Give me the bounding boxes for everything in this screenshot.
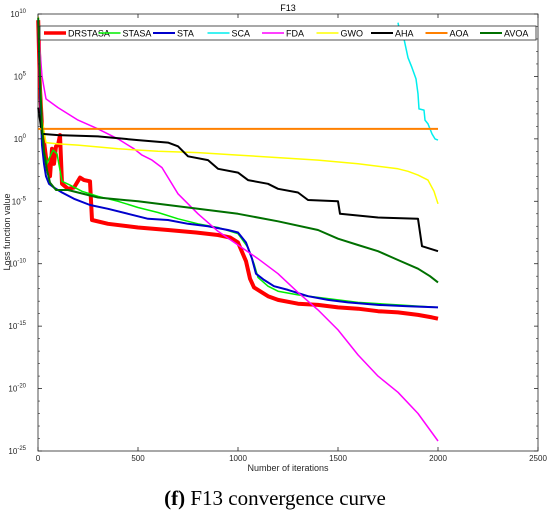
y-tick-label: 10-10 — [8, 259, 26, 269]
legend-label-avoa: AVOA — [504, 29, 528, 39]
legend-label-aha: AHA — [395, 29, 414, 39]
series-line-sta — [37, 20, 439, 309]
x-axis-label: Number of iterations — [247, 463, 329, 473]
caption-text: F13 convergence curve — [190, 486, 386, 510]
y-tick-label: 10-20 — [8, 384, 26, 394]
legend: DRSTASA STASA STA SCA FDA GWO AHA AOA AVOA — [39, 25, 537, 41]
figure-caption: (f) F13 convergence curve — [0, 486, 550, 511]
y-tick-label: 10-5 — [12, 196, 27, 206]
y-tick-label: 105 — [14, 71, 27, 81]
series-line-gwo — [37, 16, 439, 205]
x-tick-label: 2500 — [529, 454, 547, 463]
series-line-fda — [37, 26, 439, 442]
legend-label-drstasa: DRSTASA — [68, 29, 110, 39]
y-tick-label: 100 — [14, 134, 27, 144]
x-tick-label: 1500 — [329, 454, 347, 463]
legend-label-fda: FDA — [286, 29, 304, 39]
x-tick-label: 1000 — [229, 454, 247, 463]
x-tick-label: 0 — [36, 454, 41, 463]
y-axis-label: Loss function value — [2, 193, 12, 270]
x-tick-label: 2000 — [429, 454, 447, 463]
legend-label-stasa: STASA — [123, 29, 152, 39]
legend-label-aoa: AOA — [450, 29, 469, 39]
y-tick-label: 10-25 — [8, 446, 26, 456]
x-tick-label: 500 — [131, 454, 145, 463]
series-line-drstasa — [36, 20, 439, 321]
series-layer — [36, 16, 439, 442]
series-line-avoa — [37, 17, 439, 284]
series-line-sca — [397, 22, 439, 141]
series-line-aha — [37, 107, 439, 253]
legend-label-sca: SCA — [232, 29, 251, 39]
convergence-chart: F13 0 500 1000 1500 2000 2500 1010 105 100 10-5 10… — [2, 3, 547, 473]
series-line-stasa — [37, 20, 439, 309]
y-tick-label: 10-15 — [8, 321, 26, 331]
legend-box — [39, 25, 537, 41]
chart-title: F13 — [280, 3, 296, 13]
y-tick-label: 1010 — [10, 9, 26, 19]
tick-layer: 0 500 1000 1500 2000 2500 1010 105 100 10-5 10-10 1… — [8, 9, 547, 463]
legend-label-sta: STA — [177, 29, 194, 39]
caption-letter: (f) — [164, 486, 186, 510]
plot-area — [37, 13, 539, 452]
legend-label-gwo: GWO — [341, 29, 364, 39]
